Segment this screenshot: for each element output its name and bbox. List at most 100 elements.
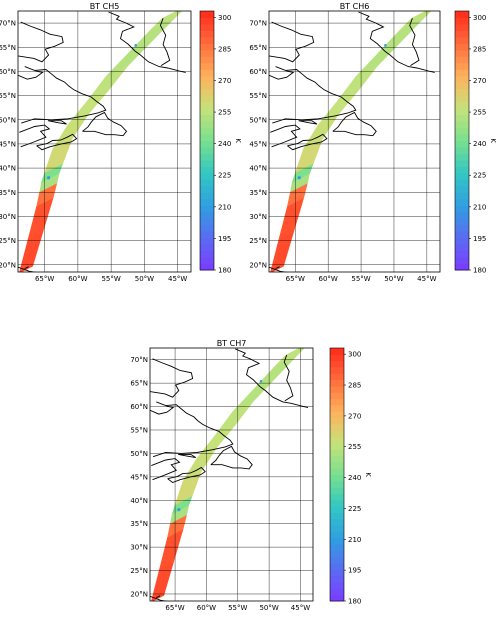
colorbar-step: [455, 237, 469, 245]
colorbar-step: [455, 88, 469, 96]
colorbar-step: [200, 11, 214, 18]
colorbar-step: [330, 594, 344, 602]
coastline: [298, 120, 318, 125]
colorbar-step: [330, 455, 344, 463]
colorbar-step: [455, 166, 469, 174]
swath-segment: [128, 16, 177, 54]
lat-tick-label: 55°N: [249, 92, 267, 100]
coastline: [167, 466, 206, 484]
lat-tick-label: 25°N: [0, 237, 16, 245]
lon-tick-label: 55°W: [228, 604, 247, 612]
colorbar-step: [330, 379, 344, 387]
colorbar-tick-label: 285: [473, 45, 486, 53]
colorbar-tick-label: 255: [348, 443, 361, 451]
cold-spot: [177, 508, 181, 512]
colorbar-step: [200, 192, 214, 200]
coastline: [150, 482, 151, 483]
lon-tick-label: 60°W: [197, 604, 216, 612]
lon-tick-label: 65°W: [165, 604, 184, 612]
colorbar-step: [455, 82, 469, 90]
coastline: [269, 266, 300, 272]
coastline: [47, 120, 67, 125]
map-frame: [149, 347, 314, 602]
colorbar-step: [200, 88, 214, 96]
colorbar-step: [200, 244, 214, 252]
colorbar-step: [200, 127, 214, 135]
colorbar-step: [455, 114, 469, 122]
colorbar-step: [330, 512, 344, 520]
colorbar-tick-label: 180: [218, 267, 231, 275]
map-frame: [17, 10, 192, 273]
colorbar-step: [330, 544, 344, 551]
coastline: [235, 348, 309, 408]
cold-spot: [134, 44, 138, 47]
lat-tick-label: 35°N: [249, 189, 267, 197]
map-frame: [268, 10, 441, 273]
colorbar-tick-label: 210: [348, 536, 361, 544]
coastline: [156, 595, 161, 599]
colorbar-tick-label: 195: [473, 235, 486, 243]
colorbar-step: [200, 250, 214, 258]
colorbar-label: K: [234, 138, 242, 143]
colorbar-step: [455, 205, 469, 213]
coastline: [269, 21, 315, 63]
colorbar-step: [330, 442, 344, 450]
colorbar-step: [200, 30, 214, 38]
colorbar-step: [200, 211, 214, 219]
colorbar-step: [330, 461, 344, 469]
coastline: [210, 445, 253, 470]
panel-title: BT CH6: [340, 2, 370, 11]
colorbar-step: [200, 263, 214, 271]
colorbar-step: [200, 62, 214, 70]
lon-tick-label: 65°W: [35, 275, 54, 283]
cold-spot: [47, 176, 51, 180]
colorbar-step: [330, 449, 344, 457]
lat-tick-label: 35°N: [130, 520, 148, 528]
coastline: [18, 21, 64, 63]
colorbar-step: [455, 75, 469, 83]
colorbar-step: [455, 146, 469, 154]
map-panel-3: BT CH7 20°N 25°N 30°N 35°N 40°N 45°N 50°N 55°N 60…: [130, 339, 314, 612]
colorbar-frame: [454, 10, 470, 271]
lon-tick-label: 45°W: [417, 275, 436, 283]
coastline: [150, 405, 175, 415]
lat-tick-label: 60°N: [249, 68, 267, 76]
colorbar-step: [330, 563, 344, 570]
colorbar-step: [200, 198, 214, 206]
colorbar-step: [330, 354, 344, 362]
colorbar-tick-label: 225: [348, 505, 361, 513]
colorbar-step: [330, 436, 344, 444]
colorbar-step: [330, 468, 344, 475]
colorbar-step: [200, 101, 214, 109]
coastline: [151, 458, 181, 481]
colorbar-step: [330, 480, 344, 488]
coastline: [18, 70, 44, 80]
colorbar-step: [200, 36, 214, 44]
colorbar-step: [200, 205, 214, 213]
lon-tick-label: 50°W: [259, 604, 278, 612]
colorbar-step: [200, 95, 214, 103]
lat-tick-label: 50°N: [0, 116, 16, 124]
coastline: [270, 124, 301, 148]
colorbar-frame: [199, 10, 215, 271]
lat-tick-label: 30°N: [249, 213, 267, 221]
colorbar-step: [455, 198, 469, 206]
colorbar-step: [200, 17, 214, 25]
lon-tick-label: 55°W: [351, 275, 370, 283]
lat-tick-label: 40°N: [0, 165, 16, 173]
lat-tick-label: 60°N: [130, 403, 148, 411]
colorbar-step: [455, 224, 469, 232]
coastline: [275, 266, 280, 270]
colorbar-tick-label: 210: [218, 203, 231, 211]
colorbar: 180 195 210 225 240 255 270 285 300 K: [329, 347, 372, 606]
coastline: [21, 66, 107, 124]
swath-segment: [150, 11, 183, 30]
colorbar-step: [200, 82, 214, 90]
colorbar-step: [330, 550, 344, 558]
colorbar-step: [455, 244, 469, 252]
colorbar-step: [200, 49, 214, 57]
lat-tick-label: 20°N: [130, 590, 148, 598]
colorbar-step: [330, 348, 344, 355]
lon-tick-label: 65°W: [286, 275, 305, 283]
colorbar-tick-label: 270: [473, 77, 486, 85]
